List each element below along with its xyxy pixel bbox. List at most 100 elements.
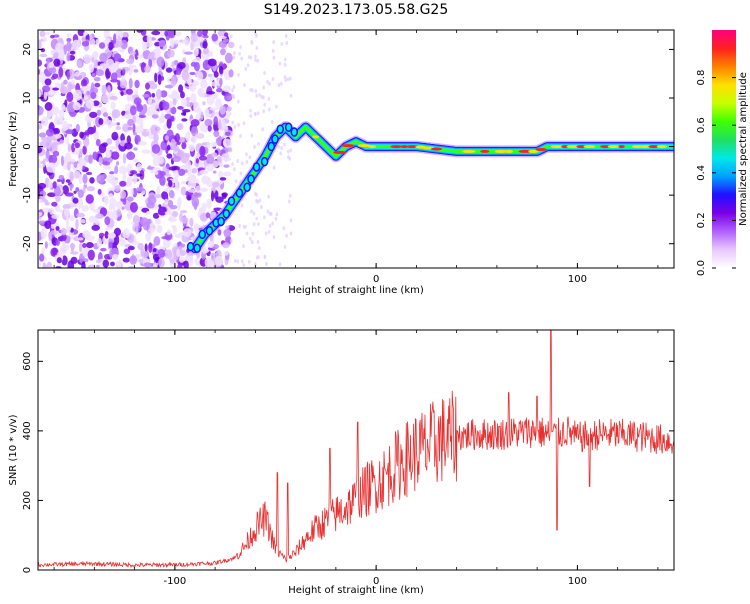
spectrogram-noise-blob xyxy=(95,213,104,219)
spectrogram-noise-blob xyxy=(48,154,58,164)
spectrogram-noise-blob xyxy=(158,40,166,48)
spectrogram-noise-blob xyxy=(66,52,71,62)
spectrogram-noise-blob xyxy=(200,187,209,192)
x-tick-label: 100 xyxy=(568,576,587,587)
spectrogram-noise-blob xyxy=(255,93,258,98)
spectrogram-noise-blob xyxy=(268,107,271,112)
spectrogram-noise-blob xyxy=(188,144,195,152)
spectrogram-noise-blob xyxy=(170,76,177,87)
spectrogram-ridge-peak xyxy=(357,144,371,148)
spectrogram-noise-blob xyxy=(55,42,64,54)
spectrogram-noise-blob xyxy=(51,201,58,207)
spectrogram-noise-blob xyxy=(159,101,165,111)
spectrogram-noise-blob xyxy=(218,171,224,179)
spectrogram-noise-blob xyxy=(171,60,175,68)
spectrogram-noise-blob xyxy=(148,83,158,90)
spectrogram-noise-blob xyxy=(204,257,212,268)
spectrogram-noise-blob xyxy=(108,193,114,199)
spectrogram-noise-blob xyxy=(124,142,133,150)
spectrogram-noise-blob xyxy=(240,259,244,264)
spectrogram-noise-blob xyxy=(82,243,87,249)
spectrogram-noise-blob xyxy=(222,38,229,43)
spectrogram-noise-blob xyxy=(206,91,216,95)
y-tick-label: 200 xyxy=(22,491,33,510)
spectrogram-noise-blob xyxy=(164,84,174,89)
spectrogram-noise-blob xyxy=(218,40,227,48)
spectrogram-noise-blob xyxy=(128,265,136,268)
spectrogram-noise-blob xyxy=(190,125,199,137)
spectrogram-noise-blob xyxy=(200,79,208,89)
spectrogram-noise-blob xyxy=(110,72,118,83)
spectrogram-noise-blob xyxy=(122,153,127,164)
spectrogram-noise-blob xyxy=(236,159,240,164)
spectrogram-noise-blob xyxy=(154,194,162,199)
spectrogram-noise-blob xyxy=(47,192,57,198)
snr-panel: -100 0 100 0 200 400 600 Height of straight li… xyxy=(8,329,675,596)
spectrogram-noise-blob xyxy=(151,92,156,98)
spectrogram-noise-blob xyxy=(249,113,252,118)
spectrogram-noise-blob xyxy=(189,71,196,76)
spectrogram-noise-blob xyxy=(240,203,244,208)
spectrogram-noise-blob xyxy=(117,79,121,87)
spectrogram-noise-blob xyxy=(175,70,182,76)
spectrogram-noise-blob xyxy=(58,109,65,119)
spectrogram-noise-blob xyxy=(129,51,136,56)
spectrogram-noise-blob xyxy=(256,58,260,63)
spectrogram-noise-blob xyxy=(48,66,57,74)
spectrogram-noise-blob xyxy=(122,257,130,263)
spectrogram-noise-blob xyxy=(255,216,259,221)
spectrogram-noise-blob xyxy=(116,208,122,217)
spectrogram-noise-blob xyxy=(226,116,230,121)
spectrogram-noise-blob xyxy=(223,85,232,93)
colorbar-ticks: 0.0 0.2 0.4 0.6 0.8 xyxy=(696,70,736,276)
spectrogram-noise-blob xyxy=(218,35,227,39)
spectrogram-noise-blob xyxy=(199,92,206,98)
spectrogram-noise-blob xyxy=(206,163,214,172)
spectrogram-noise-blob xyxy=(57,37,64,44)
spectrogram-noise-blob xyxy=(136,30,144,33)
colorbar-tick-label: 0.6 xyxy=(696,117,707,133)
spectrogram-frame xyxy=(37,29,675,269)
spectrogram-noise-blob xyxy=(156,224,163,233)
spectrogram-noise-blob xyxy=(177,201,181,211)
spectrogram-noise-blob xyxy=(201,202,207,212)
spectrogram-noise-blob xyxy=(120,133,125,143)
spectrogram-ridge-peak xyxy=(528,149,538,153)
spectrogram-noise-blob xyxy=(205,108,210,119)
spectrogram-noise-blob xyxy=(62,185,70,195)
spectrogram-noise-blob xyxy=(221,153,230,162)
spectrogram-noise-blob xyxy=(213,116,218,126)
spectrogram-noise-blob xyxy=(113,227,122,237)
spectrogram-noise-blob xyxy=(74,71,81,77)
spectrogram-noise-blob xyxy=(91,224,100,231)
spectrogram-noise-blob xyxy=(183,36,190,47)
spectrogram-noise-blob xyxy=(289,93,293,98)
spectrogram-noise-blob xyxy=(38,212,43,217)
spectrogram-noise-blob xyxy=(55,226,60,231)
spectrogram-noise-blob xyxy=(52,247,58,256)
spectrogram-noise-blob xyxy=(153,133,159,143)
spectrogram-ridge-peak xyxy=(535,147,547,151)
spectrogram-noise-blob xyxy=(152,167,161,171)
spectrogram-noise-blob xyxy=(181,70,190,81)
spectrogram-noise-blob xyxy=(260,205,263,210)
spectrogram-noise-blob xyxy=(212,92,219,100)
snr-x-label: Height of straight line (km) xyxy=(288,585,424,596)
spectrogram-noise-blob xyxy=(233,167,236,172)
spectrogram-noise-blob xyxy=(113,53,122,62)
spectrogram-noise-blob xyxy=(164,135,169,141)
spectrogram-noise-blob xyxy=(219,177,227,181)
spectrogram-noise-blob xyxy=(95,38,100,46)
spectrogram-noise-blob xyxy=(45,201,50,206)
spectrogram-noise-blob xyxy=(48,232,52,242)
spectrogram-noise-blob xyxy=(140,247,145,257)
spectrogram-noise-blob xyxy=(263,215,266,220)
spectrogram-noise-blob xyxy=(247,259,251,264)
spectrogram-noise-blob xyxy=(72,39,81,51)
spectrogram-noise-blob xyxy=(155,218,162,225)
spectrogram-noise-blob xyxy=(80,218,86,224)
spectrogram-noise-blob xyxy=(193,49,199,57)
y-tick-label: 20 xyxy=(22,43,33,56)
spectrogram-noise-blob xyxy=(168,101,174,109)
spectrogram-noise-blob xyxy=(274,216,278,221)
